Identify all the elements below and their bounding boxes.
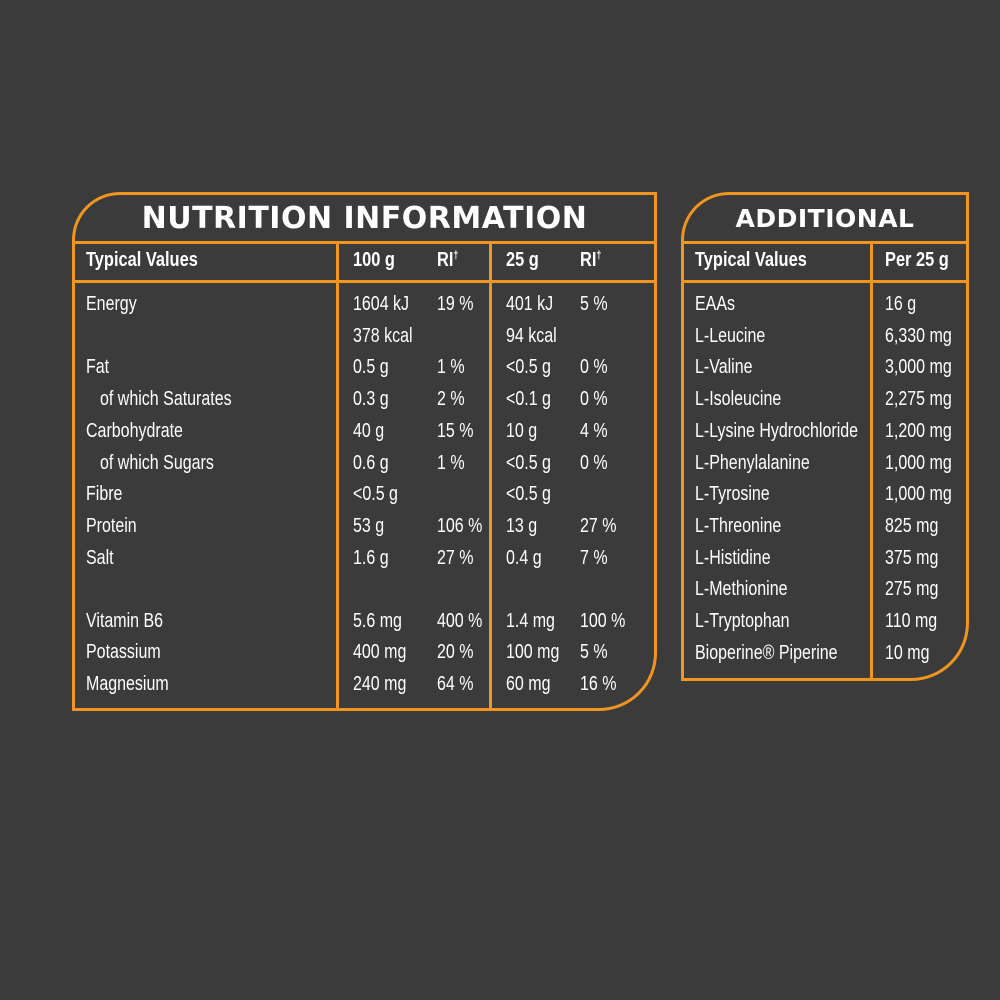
value-100g: 378 kcal [353, 325, 413, 347]
value-25g: 60 mg [506, 673, 551, 695]
ri-25g: 0 % [580, 388, 608, 410]
amino-value: 2,275 mg [885, 388, 952, 411]
ri-100g: 106 % [437, 515, 483, 537]
ri-25g: 100 % [580, 610, 626, 632]
additional-panel: ADDITIONAL Typical Values Per 25 g EAAs 1… [681, 192, 969, 681]
value-100g: 1.6 g [353, 547, 389, 569]
amino-label: L-Phenylalanine [695, 451, 810, 474]
header-100g: 100 g [353, 249, 395, 271]
amino-label: L-Tyrosine [695, 483, 770, 506]
nutrition-title: NUTRITION INFORMATION [141, 200, 588, 236]
value-25g: 10 g [506, 420, 538, 442]
ri-100g: 400 % [437, 610, 483, 632]
value-100g: 1604 kJ [353, 293, 410, 315]
amino-label: L-Tryptophan [695, 610, 790, 632]
ri-100g: 19 % [437, 293, 474, 315]
ri-25g: 5 % [580, 641, 608, 663]
nutrient-label: Vitamin B6 [86, 610, 164, 632]
nutrient-label: Magnesium [86, 673, 169, 695]
value-100g: 40 g [353, 420, 385, 442]
amino-value: 1,000 mg [885, 483, 952, 506]
amino-value: 275 mg [885, 578, 939, 601]
additional-title-divider [684, 241, 966, 244]
amino-value: 16 g [885, 293, 917, 315]
ri-100g: 20 % [437, 641, 474, 663]
value-25g: <0.5 g [506, 356, 551, 378]
amino-value: 110 mg [885, 610, 938, 632]
amino-value: 6,330 mg [885, 324, 952, 347]
value-25g: 94 kcal [506, 325, 557, 347]
ri-25g: 27 % [580, 515, 617, 537]
value-100g: 53 g [353, 515, 385, 537]
value-100g: <0.5 g [353, 483, 398, 505]
ri-25g: 0 % [580, 452, 608, 474]
value-25g: 100 mg [506, 641, 560, 663]
amino-value: 10 mg [885, 641, 930, 664]
nutrient-label: Energy [86, 293, 137, 315]
additional-header-divider [684, 280, 966, 283]
value-25g: 401 kJ [506, 293, 554, 315]
ri-25g: 7 % [580, 547, 608, 569]
value-100g: 400 mg [353, 641, 407, 663]
nutrient-label: Fat [86, 356, 110, 378]
nutrient-label: of which Sugars [100, 452, 214, 474]
amino-label: EAAs [695, 293, 736, 315]
additional-column-divider [870, 241, 873, 678]
amino-value: 3,000 mg [885, 356, 952, 379]
header-typical-values: Typical Values [86, 249, 198, 271]
value-25g: 1.4 mg [506, 610, 555, 632]
ri-25g: 5 % [580, 293, 608, 315]
value-100g: 240 mg [353, 673, 407, 695]
additional-title: ADDITIONAL [735, 203, 915, 233]
nutrition-header-divider [75, 280, 654, 283]
nutrition-column-divider-1 [336, 241, 339, 708]
value-25g: <0.5 g [506, 483, 551, 505]
nutrition-column-divider-2 [489, 241, 492, 708]
nutrient-label: Carbohydrate [86, 420, 183, 442]
amino-value: 1,200 mg [885, 419, 952, 442]
value-25g: <0.5 g [506, 452, 551, 474]
amino-label: L-Isoleucine [695, 388, 782, 411]
header-ri-100g: RI† [437, 249, 459, 271]
nutrition-information-panel: NUTRITION INFORMATION Typical Values 100… [72, 192, 657, 711]
nutrient-label: Fibre [86, 483, 123, 505]
nutrient-label: Salt [86, 547, 114, 569]
amino-value: 375 mg [885, 546, 939, 569]
ri-25g: 16 % [580, 673, 617, 695]
ri-100g: 27 % [437, 547, 474, 569]
nutrient-label: of which Saturates [100, 388, 232, 410]
amino-value: 1,000 mg [885, 451, 952, 474]
value-100g: 0.3 g [353, 388, 389, 410]
amino-label: L-Threonine [695, 514, 782, 537]
value-25g: <0.1 g [506, 388, 551, 410]
amino-label: L-Leucine [695, 324, 766, 347]
nutrient-label: Potassium [86, 641, 161, 663]
amino-label: L-Histidine [695, 546, 771, 569]
amino-label: L-Valine [695, 356, 753, 379]
nutrition-title-divider [75, 241, 654, 244]
value-25g: 0.4 g [506, 547, 542, 569]
amino-label: L-Methionine [695, 578, 788, 601]
value-25g: 13 g [506, 515, 538, 537]
additional-header-typical-values: Typical Values [695, 249, 807, 271]
value-100g: 5.6 mg [353, 610, 402, 632]
ri-100g: 64 % [437, 673, 474, 695]
amino-value: 825 mg [885, 514, 939, 537]
header-25g: 25 g [506, 249, 539, 271]
ri-100g: 2 % [437, 388, 465, 410]
ri-100g: 1 % [437, 356, 465, 378]
value-100g: 0.5 g [353, 356, 389, 378]
ri-25g: 4 % [580, 420, 608, 442]
ri-100g: 1 % [437, 452, 465, 474]
nutrient-label: Protein [86, 515, 137, 537]
ri-100g: 15 % [437, 420, 474, 442]
amino-label: Bioperine® Piperine [695, 641, 838, 664]
ri-25g: 0 % [580, 356, 608, 378]
header-ri-25g: RI† [580, 249, 602, 271]
amino-label: L-Lysine Hydrochloride [695, 419, 859, 442]
value-100g: 0.6 g [353, 452, 389, 474]
additional-header-per-25g: Per 25 g [885, 249, 949, 271]
